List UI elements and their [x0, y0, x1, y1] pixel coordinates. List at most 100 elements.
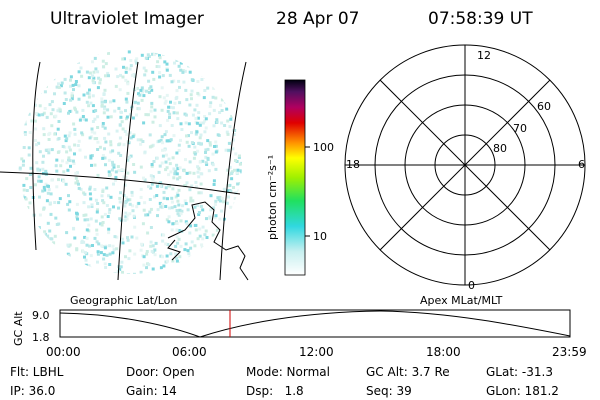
pixel — [111, 149, 115, 153]
pixel — [76, 217, 79, 221]
pixel — [203, 119, 207, 123]
pixel — [98, 272, 102, 274]
pixel — [222, 60, 226, 64]
pixel — [90, 203, 94, 207]
pixel — [144, 69, 148, 73]
pixel — [244, 170, 247, 173]
pixel — [57, 82, 60, 86]
pixel — [154, 241, 158, 245]
pixel — [103, 100, 107, 104]
pixel — [132, 214, 136, 218]
status-field: GC Alt: 3.7 Re — [366, 365, 450, 379]
pixel — [189, 246, 193, 250]
pixel — [236, 182, 240, 186]
pixel — [84, 258, 88, 262]
pixel — [176, 53, 180, 57]
pixel — [112, 99, 116, 103]
pixel — [168, 73, 172, 77]
pixel — [137, 201, 141, 205]
pixel — [164, 168, 168, 172]
pixel — [213, 269, 217, 273]
pixel — [79, 187, 83, 191]
pixel — [91, 79, 95, 83]
pixel — [98, 78, 102, 82]
pixel — [176, 241, 180, 245]
pixel — [148, 210, 152, 214]
pixel — [136, 138, 140, 142]
pixel — [118, 136, 122, 140]
pixel — [236, 119, 240, 123]
pixel — [203, 115, 207, 118]
pixel — [231, 138, 235, 142]
pixel — [244, 223, 247, 226]
pixel — [150, 105, 154, 109]
pixel — [149, 174, 153, 178]
pixel — [242, 178, 245, 181]
pixel — [184, 202, 188, 206]
pixel — [25, 266, 29, 270]
pixel — [43, 270, 47, 273]
pixel — [146, 53, 150, 57]
pixel — [61, 263, 64, 267]
pixel — [226, 168, 230, 172]
pixel — [27, 228, 31, 232]
pixel — [133, 272, 136, 274]
pixel — [218, 80, 222, 84]
pixel — [169, 100, 172, 104]
pixel — [83, 235, 87, 239]
pixel — [19, 215, 23, 219]
pixel — [70, 92, 74, 96]
pixel — [139, 195, 143, 199]
pixel — [164, 186, 168, 190]
pixel — [106, 215, 110, 218]
pixel — [125, 217, 129, 221]
pixel — [214, 144, 218, 148]
pixel — [35, 143, 38, 147]
pixel — [49, 112, 53, 116]
pixel — [87, 76, 91, 80]
pixel — [191, 272, 195, 274]
pixel — [20, 157, 24, 161]
pixel — [228, 53, 232, 57]
pixel — [196, 204, 200, 207]
lat-label: 80 — [493, 142, 507, 155]
status-field: IP: 36.0 — [10, 384, 55, 398]
pixel — [158, 56, 162, 60]
pixel — [185, 134, 188, 138]
pixel — [189, 93, 193, 97]
pixel — [142, 94, 146, 98]
pixel — [230, 172, 234, 175]
pixel — [225, 257, 229, 261]
pixel — [198, 260, 202, 264]
pixel — [119, 191, 122, 195]
pixel — [172, 111, 176, 115]
pixel — [90, 130, 94, 134]
pixel — [168, 112, 172, 116]
pixel — [208, 112, 212, 116]
pixel — [88, 192, 92, 196]
pixel — [190, 97, 193, 101]
pixel — [90, 127, 94, 131]
pixel — [68, 131, 72, 135]
pixel — [204, 246, 208, 250]
pixel — [184, 88, 188, 92]
timeline-y-tick: 9.0 — [32, 309, 50, 322]
pixel — [19, 199, 23, 203]
mlt-label: 12 — [477, 49, 491, 62]
pixel — [124, 255, 127, 259]
pixel — [168, 184, 172, 188]
pixel — [211, 152, 215, 156]
pixel — [65, 161, 69, 165]
pixel — [174, 169, 178, 173]
pixel — [175, 259, 179, 263]
pixel — [220, 196, 224, 200]
pixel — [175, 58, 179, 62]
pixel — [77, 70, 81, 74]
pixel — [80, 239, 84, 243]
pixel — [45, 250, 49, 254]
pixel — [227, 172, 231, 176]
pixel — [212, 249, 216, 252]
pixel — [59, 164, 63, 168]
pixel — [231, 80, 235, 84]
pixel — [161, 141, 165, 145]
